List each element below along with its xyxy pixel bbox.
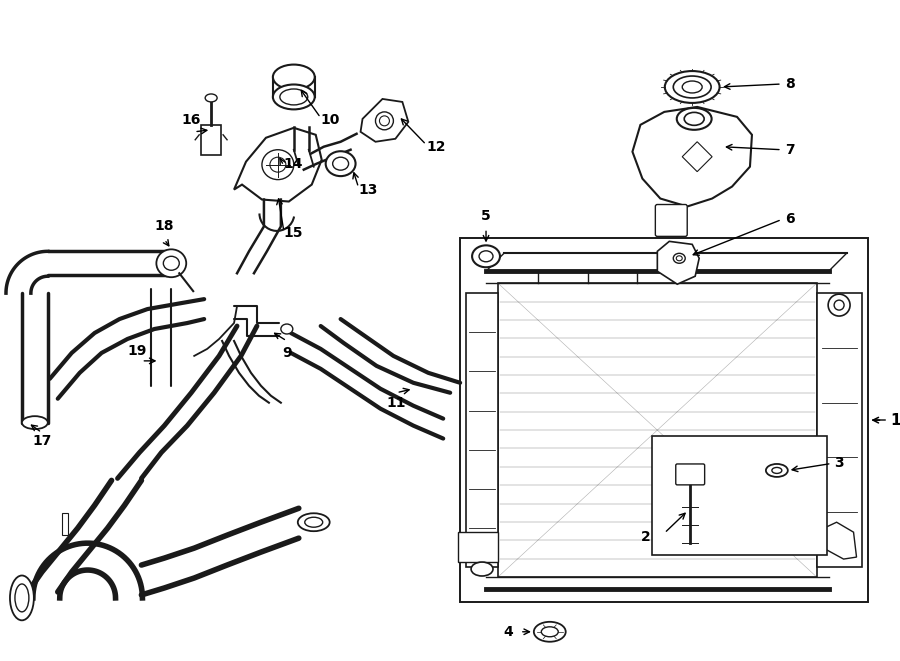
Ellipse shape	[333, 157, 348, 170]
Ellipse shape	[157, 249, 186, 277]
Text: 7: 7	[785, 143, 795, 157]
Ellipse shape	[205, 94, 217, 102]
Ellipse shape	[673, 76, 711, 98]
Ellipse shape	[828, 294, 850, 316]
Polygon shape	[361, 99, 409, 141]
Ellipse shape	[262, 150, 293, 180]
Text: 16: 16	[182, 113, 201, 127]
Polygon shape	[822, 522, 857, 559]
Bar	[202, 125, 221, 155]
Text: 3: 3	[834, 457, 844, 471]
Polygon shape	[234, 128, 321, 202]
Ellipse shape	[772, 467, 782, 473]
Ellipse shape	[273, 65, 315, 89]
Ellipse shape	[766, 464, 788, 477]
Text: 1: 1	[890, 412, 900, 428]
Ellipse shape	[305, 518, 323, 527]
Ellipse shape	[273, 85, 315, 109]
Text: 2: 2	[641, 530, 651, 544]
Ellipse shape	[280, 89, 308, 105]
Bar	[62, 513, 68, 535]
FancyBboxPatch shape	[655, 204, 688, 237]
Ellipse shape	[677, 108, 712, 130]
Ellipse shape	[326, 151, 356, 176]
Polygon shape	[633, 107, 752, 206]
Text: 10: 10	[320, 113, 340, 127]
Bar	[466, 293, 498, 567]
Bar	[458, 532, 498, 562]
Ellipse shape	[676, 256, 682, 261]
Text: 15: 15	[284, 227, 303, 241]
Text: 6: 6	[785, 212, 795, 227]
Ellipse shape	[472, 245, 500, 267]
Ellipse shape	[281, 324, 292, 334]
Polygon shape	[682, 141, 712, 172]
Text: 14: 14	[284, 157, 303, 171]
Ellipse shape	[375, 112, 393, 130]
Ellipse shape	[834, 300, 844, 310]
Ellipse shape	[270, 157, 286, 172]
Polygon shape	[657, 241, 699, 284]
Text: 9: 9	[282, 346, 292, 360]
Ellipse shape	[298, 513, 329, 531]
Ellipse shape	[15, 584, 29, 612]
Ellipse shape	[22, 416, 48, 429]
Bar	[816, 293, 861, 567]
Bar	[652, 436, 827, 555]
Ellipse shape	[471, 562, 493, 576]
Text: 5: 5	[482, 210, 490, 223]
Text: 12: 12	[427, 139, 446, 154]
Text: 8: 8	[785, 77, 795, 91]
Ellipse shape	[534, 622, 566, 642]
Text: 13: 13	[358, 182, 378, 196]
Ellipse shape	[479, 251, 493, 262]
Ellipse shape	[380, 116, 390, 126]
Ellipse shape	[673, 253, 685, 263]
Text: 19: 19	[128, 344, 147, 358]
Text: 4: 4	[503, 625, 513, 639]
Ellipse shape	[541, 627, 558, 637]
Ellipse shape	[665, 71, 720, 103]
Bar	[460, 239, 868, 602]
Ellipse shape	[10, 576, 34, 620]
Ellipse shape	[684, 112, 704, 126]
Text: 17: 17	[32, 434, 51, 447]
Ellipse shape	[682, 81, 702, 93]
Bar	[498, 283, 816, 577]
Text: 18: 18	[155, 219, 174, 233]
Ellipse shape	[163, 256, 179, 270]
Text: 11: 11	[387, 396, 406, 410]
FancyBboxPatch shape	[676, 464, 705, 485]
